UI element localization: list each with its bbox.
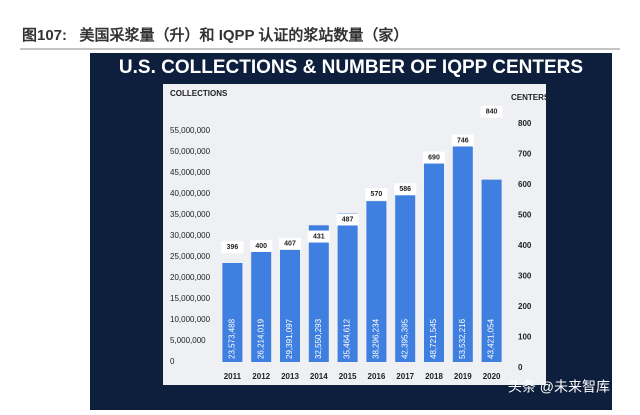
y2-tick-label: 100 [518, 333, 532, 342]
center-count-label: 407 [284, 241, 296, 248]
y2-tick-label: 800 [518, 119, 532, 128]
bar [395, 183, 416, 362]
bar [452, 137, 473, 362]
bar-value-label: 32,550,293 [314, 318, 323, 359]
y-tick-label: 10,000,000 [170, 315, 211, 324]
y2-tick-label: 300 [518, 272, 532, 281]
center-count-box [336, 213, 359, 226]
center-count-box [480, 105, 503, 118]
x-tick-label: 2016 [368, 372, 386, 381]
x-tick-label: 2015 [339, 372, 357, 381]
center-count-box [279, 237, 301, 250]
bar-value-label: 23,573,488 [228, 318, 237, 359]
bar [308, 225, 329, 362]
y-tick-label: 5,000,000 [170, 336, 206, 345]
y2-axis-label: CENTERS [511, 93, 550, 102]
center-count-label: 690 [428, 154, 440, 161]
y2-tick-label: 700 [518, 150, 532, 159]
y2-tick-label: 200 [518, 302, 532, 311]
center-count-box [221, 241, 244, 254]
bar-value-label: 35,464,612 [343, 318, 352, 359]
y-tick-label: 45,000,000 [170, 168, 211, 177]
bar-value-label: 48,721,545 [429, 318, 438, 359]
bar [251, 251, 272, 362]
bar-value-label: 29,391,097 [285, 318, 294, 359]
header: 图107: 美国采浆量（升）和 IQPP 认证的浆站数量（家） [22, 26, 408, 44]
x-tick-label: 2019 [454, 372, 472, 381]
x-tick-label: 2011 [224, 372, 242, 381]
y-tick-label: 25,000,000 [170, 252, 211, 261]
center-count-label: 746 [457, 137, 469, 144]
bar [424, 157, 444, 362]
bar [481, 179, 502, 362]
y-tick-label: 20,000,000 [170, 273, 211, 282]
y-tick-label: 0 [170, 357, 175, 366]
y2-tick-label: 400 [518, 241, 532, 250]
center-count-label: 487 [342, 216, 354, 223]
watermark: 头条 @未来智库 [508, 379, 610, 395]
center-count-label: 431 [313, 233, 325, 240]
center-count-label: 586 [399, 186, 411, 193]
bar-value-label: 43,421,054 [487, 318, 496, 359]
center-count-box [365, 188, 388, 201]
x-tick-label: 2018 [425, 372, 443, 381]
chart-title: U.S. COLLECTIONS & NUMBER OF IQPP CENTER… [119, 57, 583, 78]
center-count-box [307, 230, 330, 243]
x-tick-label: 2017 [396, 372, 414, 381]
bar-value-label: 42,395,395 [400, 318, 409, 359]
x-tick-label: 2012 [252, 372, 270, 381]
x-tick-label: 2020 [483, 372, 501, 381]
bar [337, 213, 358, 362]
y-axis-label: COLLECTIONS [170, 89, 228, 98]
y2-tick-label: 600 [518, 180, 532, 189]
y2-tick-label: 500 [518, 211, 532, 220]
center-count-box [394, 183, 417, 196]
y2-tick-label: 0 [518, 363, 523, 372]
y-tick-label: 55,000,000 [170, 126, 211, 135]
center-count-box [451, 134, 474, 147]
center-count-box [423, 151, 445, 164]
center-count-label: 400 [255, 243, 267, 250]
center-count-label: 396 [227, 244, 239, 251]
y-tick-label: 30,000,000 [170, 231, 211, 240]
bar [280, 238, 300, 362]
center-count-label: 840 [486, 109, 498, 116]
center-count-box [250, 240, 273, 252]
x-tick-label: 2014 [310, 372, 328, 381]
y-tick-label: 15,000,000 [170, 294, 211, 303]
x-tick-label: 2013 [281, 372, 299, 381]
bar-value-label: 53,532,216 [458, 318, 467, 359]
bar [222, 262, 243, 362]
y-tick-label: 40,000,000 [170, 189, 211, 198]
y-tick-label: 50,000,000 [170, 147, 211, 156]
y-tick-label: 35,000,000 [170, 210, 211, 219]
bar-value-label: 38,296,234 [372, 318, 381, 359]
bar-value-label: 26,214,019 [256, 318, 265, 359]
center-count-label: 570 [371, 191, 383, 198]
bar [366, 201, 387, 362]
